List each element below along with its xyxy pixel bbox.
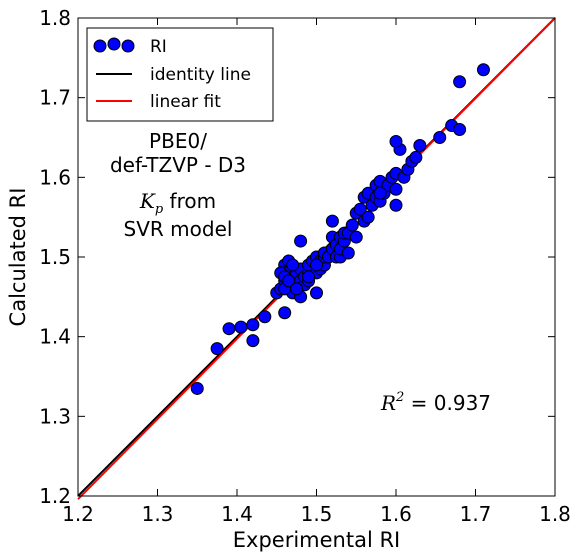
data-point <box>190 381 204 395</box>
data-point <box>361 210 375 224</box>
data-point <box>353 202 367 216</box>
data-point <box>310 286 323 300</box>
legend: RI identity line linear fit <box>86 27 274 122</box>
annotation-method-line1: PBE0/ <box>149 129 207 153</box>
legend-label-linear-fit: linear fit <box>150 92 221 112</box>
legend-marker-ri <box>93 37 135 53</box>
data-point <box>222 322 236 336</box>
y-tick-label: 1.5 <box>39 245 71 269</box>
data-point <box>294 234 308 248</box>
x-axis-label: Experimental RI <box>233 528 401 552</box>
y-tick-label: 1.4 <box>39 325 71 349</box>
data-point <box>453 75 467 89</box>
annotation-method-line2: def-TZVP - D3 <box>110 153 246 177</box>
annotation-r2: R2 = 0.937 <box>380 390 491 415</box>
data-point <box>476 63 490 77</box>
x-tick-label: 1.5 <box>301 502 333 526</box>
y-tick-label: 1.6 <box>39 165 71 189</box>
y-tick-label: 1.8 <box>39 6 71 30</box>
data-point <box>246 318 260 332</box>
data-point <box>210 342 224 356</box>
data-point <box>413 138 427 152</box>
data-point <box>433 131 447 144</box>
data-point <box>278 306 292 320</box>
data-point <box>373 186 387 200</box>
legend-label-ri: RI <box>150 37 167 57</box>
x-tick-label: 1.6 <box>380 502 412 526</box>
data-point <box>389 134 403 148</box>
data-point <box>302 270 316 284</box>
y-tick-label: 1.2 <box>39 484 71 508</box>
x-tick-label: 1.2 <box>62 502 94 526</box>
data-point <box>325 214 339 228</box>
data-point <box>234 320 248 334</box>
data-point <box>310 258 323 272</box>
x-tick-label: 1.3 <box>142 502 174 526</box>
data-point <box>389 198 403 212</box>
y-axis-label: Calculated RI <box>6 188 30 327</box>
data-point <box>409 150 423 164</box>
data-point <box>349 230 363 244</box>
y-tick-label: 1.7 <box>39 86 71 110</box>
data-point <box>389 182 403 196</box>
legend-label-identity-line: identity line <box>150 65 251 85</box>
annotation-model: SVR model <box>124 217 233 241</box>
data-point <box>453 123 467 137</box>
annotation-kp: Kp from <box>139 189 216 217</box>
points-layer <box>190 63 490 395</box>
data-point <box>286 258 300 272</box>
y-tick-label: 1.3 <box>39 404 71 428</box>
data-point <box>345 218 359 232</box>
data-point <box>258 310 272 324</box>
ticks-layer: 1.2 1.3 1.4 1.5 1.6 1.7 1.8 1.2 1.3 1.4 1.5 1.6 1.7 1… <box>39 6 571 526</box>
data-point <box>246 334 260 348</box>
x-tick-label: 1.8 <box>539 502 571 526</box>
data-point <box>341 246 355 260</box>
x-tick-label: 1.4 <box>221 502 253 526</box>
x-tick-label: 1.7 <box>460 502 492 526</box>
data-point <box>282 274 296 288</box>
data-point <box>290 282 304 296</box>
